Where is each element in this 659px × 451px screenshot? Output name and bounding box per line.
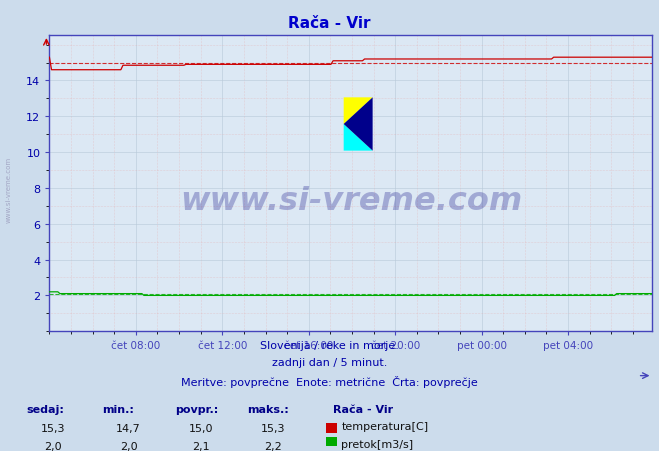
Text: Rača - Vir: Rača - Vir [288, 16, 371, 31]
Text: Meritve: povprečne  Enote: metrične  Črta: povprečje: Meritve: povprečne Enote: metrične Črta:… [181, 375, 478, 387]
Text: www.si-vreme.com: www.si-vreme.com [5, 156, 12, 222]
Text: Slovenija / reke in morje.: Slovenija / reke in morje. [260, 341, 399, 350]
Polygon shape [344, 124, 372, 151]
Text: povpr.:: povpr.: [175, 404, 218, 414]
Text: 15,3: 15,3 [40, 423, 65, 433]
Polygon shape [344, 98, 372, 124]
Text: 14,7: 14,7 [116, 423, 141, 433]
Text: temperatura[C]: temperatura[C] [341, 421, 428, 431]
Text: sedaj:: sedaj: [26, 404, 64, 414]
Text: 15,0: 15,0 [188, 423, 214, 433]
Text: 2,2: 2,2 [265, 441, 282, 451]
Polygon shape [344, 98, 372, 151]
Text: 2,1: 2,1 [192, 441, 210, 451]
Text: 2,0: 2,0 [44, 441, 61, 451]
Text: www.si-vreme.com: www.si-vreme.com [180, 186, 522, 217]
Text: pretok[m3/s]: pretok[m3/s] [341, 439, 413, 449]
Text: 2,0: 2,0 [120, 441, 137, 451]
Text: 15,3: 15,3 [261, 423, 286, 433]
Text: Rača - Vir: Rača - Vir [333, 404, 393, 414]
Text: maks.:: maks.: [247, 404, 289, 414]
Text: min.:: min.: [102, 404, 134, 414]
Text: zadnji dan / 5 minut.: zadnji dan / 5 minut. [272, 358, 387, 368]
